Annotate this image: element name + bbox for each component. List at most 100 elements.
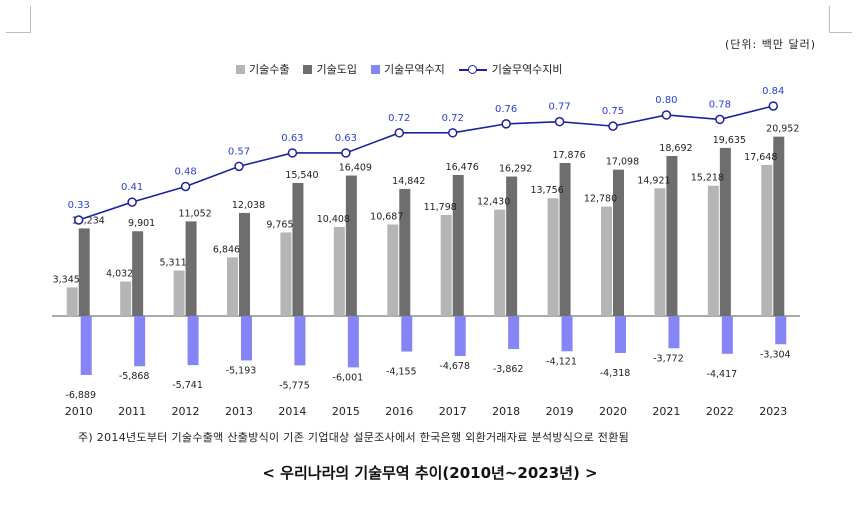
data-label-import: 14,842: [392, 176, 425, 187]
unit-label: (단위: 백만 달러): [724, 38, 816, 51]
chart-legend: 기술수출 기술도입 기술무역수지 기술무역수지비: [236, 61, 577, 77]
bar-export: [227, 257, 238, 316]
bar-import: [132, 231, 144, 316]
ratio-point: [608, 121, 618, 131]
bar-import: [613, 169, 624, 316]
x-tick-label: 2011: [118, 405, 146, 418]
bar-import: [506, 176, 518, 316]
legend-item-ratio: 기술무역수지비: [458, 61, 563, 77]
x-tick-label: 2023: [759, 405, 787, 418]
footnote: 주) 2014년도부터 기술수출액 산출방식이 기존 기업대상 설문조사에서 한…: [78, 431, 630, 444]
bar-export: [440, 215, 452, 316]
data-label-export: 9,765: [266, 219, 293, 230]
x-tick-label: 2012: [172, 405, 200, 418]
data-label-balance: -4,318: [600, 368, 631, 379]
bar-balance: [187, 316, 199, 366]
x-tick-label: 2010: [65, 405, 93, 418]
data-label-export: 4,032: [106, 268, 133, 279]
data-label-export: 5,311: [159, 258, 186, 269]
data-label-ratio: 0.41: [121, 182, 143, 193]
data-label-import: 16,292: [499, 164, 532, 175]
ratio-point: [768, 101, 779, 111]
data-label-ratio: 0.84: [762, 86, 784, 97]
bar-export: [761, 164, 773, 316]
data-label-balance: -3,862: [493, 364, 524, 375]
data-label-balance: -5,868: [119, 371, 150, 382]
legend-item-import: 기술도입: [303, 61, 357, 77]
data-label-ratio: 0.77: [548, 102, 570, 113]
data-label-balance: -4,417: [707, 369, 738, 380]
bar-balance: [401, 316, 413, 352]
bar-import: [559, 162, 571, 316]
legend-item-export: 기술수출: [236, 61, 289, 77]
x-tick-label: 2020: [599, 405, 627, 418]
bar-export: [333, 226, 345, 316]
data-label-import: 16,409: [339, 163, 372, 174]
ratio-point: [501, 119, 511, 129]
bar-balance: [80, 316, 92, 375]
legend-label-import: 기술도입: [316, 63, 357, 76]
bar-balance: [134, 316, 146, 367]
bar-export: [707, 185, 719, 316]
bar-import: [185, 221, 197, 316]
bar-import: [452, 174, 464, 316]
data-label-ratio: 0.63: [335, 133, 357, 144]
data-label-ratio: 0.33: [68, 200, 90, 211]
ratio-point: [180, 181, 191, 192]
bar-import: [292, 182, 304, 316]
bar-balance: [241, 316, 252, 361]
legend-swatch-balance: [370, 64, 380, 74]
data-label-export: 17,648: [744, 152, 777, 163]
bar-export: [547, 198, 559, 316]
data-label-export: 10,687: [370, 212, 403, 223]
bar-import: [239, 212, 250, 316]
data-label-export: 15,218: [691, 173, 724, 184]
data-label-import: 9,901: [128, 218, 155, 229]
data-label-balance: -6,001: [333, 372, 364, 383]
bar-import: [399, 188, 411, 316]
bar-import: [78, 228, 90, 316]
bar-export: [66, 287, 78, 316]
bar-balance: [347, 316, 359, 368]
data-label-ratio: 0.75: [602, 106, 624, 117]
legend-label-export: 기술수출: [249, 63, 290, 76]
bar-balance: [508, 316, 520, 350]
ratio-point: [394, 128, 405, 138]
data-label-import: 20,952: [766, 124, 799, 135]
data-label-export: 11,798: [424, 202, 457, 213]
data-label-balance: -4,155: [386, 367, 417, 378]
bar-export: [280, 232, 292, 316]
data-label-export: 10,408: [317, 214, 350, 225]
data-label-ratio: 0.48: [174, 166, 196, 177]
x-tick-label: 2013: [225, 405, 253, 418]
data-label-export: 12,780: [584, 194, 617, 205]
data-label-import: 12,038: [232, 200, 265, 211]
x-tick-label: 2016: [385, 405, 413, 418]
bar-balance: [775, 316, 787, 345]
data-label-balance: -5,775: [279, 380, 310, 391]
data-label-import: 10,234: [72, 215, 105, 226]
data-label-export: 13,756: [530, 185, 563, 196]
data-label-import: 17,098: [606, 157, 639, 168]
data-label-balance: -6,889: [65, 390, 96, 401]
legend-label-ratio: 기술무역수지비: [491, 63, 563, 76]
bar-import: [773, 136, 785, 316]
bar-balance: [615, 316, 626, 353]
data-label-ratio: 0.63: [281, 133, 303, 144]
corner-mark-top-right: [829, 6, 852, 33]
bar-import: [666, 155, 678, 316]
data-label-balance: -3,304: [760, 349, 791, 360]
bar-export: [387, 224, 399, 316]
legend-item-balance: 기술무역수지: [370, 61, 445, 77]
bar-export: [120, 281, 132, 316]
data-label-import: 19,635: [713, 135, 746, 146]
x-tick-label: 2015: [332, 405, 360, 418]
data-label-ratio: 0.76: [495, 104, 517, 115]
data-label-import: 11,052: [178, 208, 211, 219]
bar-import: [719, 147, 731, 316]
data-label-export: 3,345: [53, 274, 80, 285]
ratio-point: [715, 114, 725, 125]
legend-swatch-export: [236, 64, 245, 74]
bar-export: [601, 206, 612, 316]
